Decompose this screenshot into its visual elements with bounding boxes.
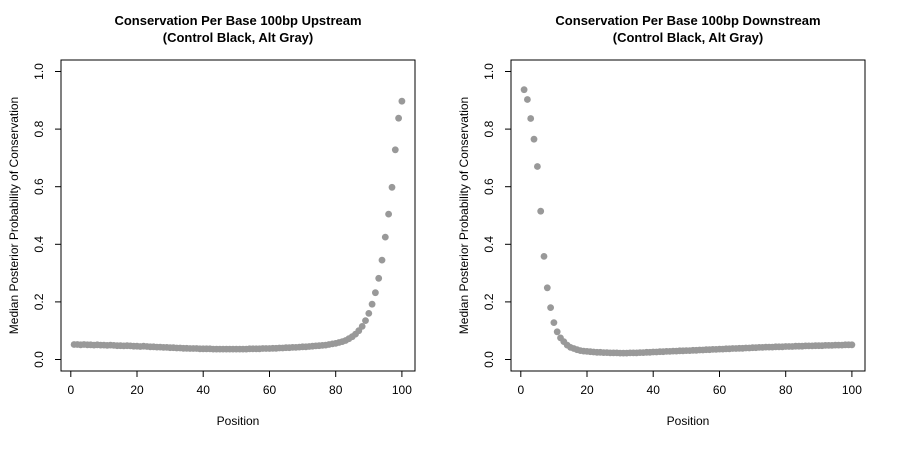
data-point: [378, 256, 386, 264]
data-point: [553, 328, 561, 336]
y-tick-label: 0.4: [482, 236, 496, 253]
data-point: [391, 146, 399, 154]
x-tick-label: 0: [67, 383, 74, 397]
y-tick-label: 1.0: [482, 63, 496, 80]
downstream-scatter-plot: 0 20 40 60 80 100 0.0 0.2 0.4 0.6 0.8 1.0 Position Me…: [457, 59, 866, 428]
data-point: [550, 319, 558, 326]
y-tick-label: 0.6: [32, 178, 46, 195]
data-point: [524, 96, 531, 103]
y-axis-label: Median Posterior Probability of Conserva…: [457, 97, 471, 334]
data-point: [375, 274, 383, 282]
x-tick-label: 80: [779, 383, 793, 397]
y-tick-label: 0.8: [32, 120, 46, 137]
data-point: [368, 300, 376, 308]
y-tick-label: 1.0: [32, 63, 46, 80]
plot-box: [60, 59, 416, 372]
upstream-title-line1: Conservation Per Base 100bp Upstream: [114, 13, 362, 28]
data-point: [398, 97, 406, 105]
data-point: [530, 135, 538, 143]
x-tick-label: 100: [842, 383, 862, 397]
x-tick-label: 80: [329, 383, 343, 397]
data-point: [534, 163, 541, 170]
data-point: [537, 207, 545, 215]
plot-box: [510, 59, 866, 372]
y-tick-label: 0.6: [482, 178, 496, 195]
upstream-scatter-plot: 0 20 40 60 80 100 0.0 0.2 0.4 0.6 0.8 1.0 Position Me…: [7, 59, 416, 428]
data-point: [540, 253, 548, 260]
downstream-title-line2: (Control Black, Alt Gray): [612, 30, 764, 45]
data-point: [848, 341, 856, 349]
x-tick-label: 0: [517, 383, 524, 397]
x-axis-label: Position: [217, 414, 260, 428]
y-axis-label: Median Posterior Probability of Conserva…: [7, 97, 21, 334]
data-point: [358, 323, 366, 330]
upstream-plot-panel: Conservation Per Base 100bp Upstream (Co…: [7, 13, 416, 428]
data-point: [365, 310, 373, 317]
data-point: [395, 114, 402, 122]
data-point: [520, 86, 528, 94]
downstream-title-line1: Conservation Per Base 100bp Downstream: [555, 13, 821, 28]
data-point: [547, 304, 554, 311]
data-point: [385, 210, 392, 218]
x-tick-label: 100: [392, 383, 412, 397]
x-tick-label: 60: [713, 383, 727, 397]
upstream-title-line2: (Control Black, Alt Gray): [162, 30, 314, 45]
y-tick-label: 0.2: [32, 293, 46, 310]
data-point: [527, 115, 535, 122]
x-axis-label: Position: [667, 414, 710, 428]
data-point: [381, 233, 389, 241]
x-tick-label: 40: [647, 383, 661, 397]
x-tick-label: 60: [263, 383, 277, 397]
data-point: [372, 289, 379, 297]
data-point: [543, 284, 551, 292]
y-tick-label: 0.2: [482, 293, 496, 310]
data-point: [362, 317, 369, 324]
downstream-plot-panel: Conservation Per Base 100bp Downstream (…: [450, 0, 900, 450]
data-point: [388, 183, 396, 191]
y-tick-label: 0.8: [482, 120, 496, 137]
x-tick-label: 40: [197, 383, 211, 397]
y-tick-label: 0.0: [32, 351, 46, 368]
y-tick-label: 0.0: [482, 351, 496, 368]
x-tick-label: 20: [580, 383, 594, 397]
x-tick-label: 20: [130, 383, 144, 397]
y-tick-label: 0.4: [32, 236, 46, 253]
